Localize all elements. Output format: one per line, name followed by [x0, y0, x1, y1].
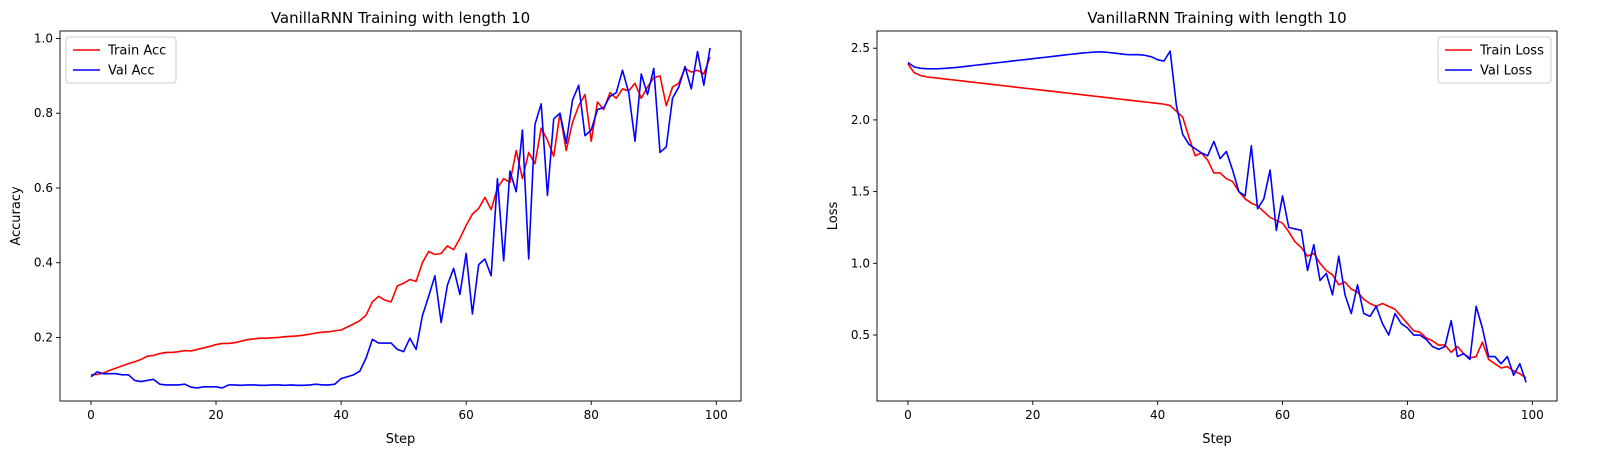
accuracy-y-tick-label: 0.2 — [34, 330, 53, 344]
accuracy-legend — [65, 36, 177, 84]
loss-y-tick-label: 0.5 — [851, 328, 870, 342]
loss-x-tick-label: 100 — [1521, 408, 1544, 422]
loss-series-line-train-loss — [907, 63, 1527, 379]
loss-chart: VanillaRNN Training with length 10 0 20 40 6… — [826, 9, 1558, 447]
loss-y-tick-label: 1.0 — [851, 256, 870, 270]
accuracy-x-tick-label: 40 — [333, 408, 348, 422]
accuracy-x-axis-label: Step — [386, 432, 416, 447]
loss-y-axis-label: Loss — [826, 202, 841, 231]
accuracy-chart-title: VanillaRNN Training with length 10 — [271, 9, 530, 27]
accuracy-y-tick-label: 0.6 — [34, 181, 53, 195]
accuracy-x-tick-label: 100 — [705, 408, 728, 422]
loss-x-axis-label: Step — [1202, 432, 1232, 447]
loss-series-line-val-loss — [907, 50, 1527, 383]
loss-plot-frame — [876, 30, 1558, 402]
accuracy-legend-label: Val Acc — [108, 64, 155, 79]
loss-x-tick-label: 20 — [1025, 408, 1040, 422]
accuracy-x-tick-label: 80 — [584, 408, 599, 422]
loss-x-tick-label: 40 — [1150, 408, 1165, 422]
accuracy-x-tick-label: 20 — [208, 408, 223, 422]
loss-y-tick-label: 2.0 — [851, 113, 870, 127]
loss-y-tick-label: 1.5 — [851, 185, 870, 199]
accuracy-series-line-train-acc — [90, 56, 711, 376]
loss-legend-label: Val Loss — [1480, 64, 1532, 79]
loss-legend-label: Train Loss — [1479, 44, 1544, 59]
accuracy-legend-label: Train Acc — [107, 44, 166, 59]
loss-legend — [1437, 36, 1552, 84]
accuracy-y-axis-label: Accuracy — [9, 186, 24, 246]
accuracy-x-tick-label: 0 — [87, 408, 95, 422]
accuracy-chart: VanillaRNN Training with length 10 0 20 40 6… — [9, 9, 742, 447]
loss-x-tick-label: 80 — [1400, 408, 1415, 422]
loss-x-tick-label: 0 — [904, 408, 912, 422]
accuracy-series-line-val-acc — [90, 47, 711, 389]
accuracy-x-tick-label: 60 — [459, 408, 474, 422]
loss-y-tick-label: 2.5 — [851, 41, 870, 55]
accuracy-y-tick-label: 1.0 — [34, 31, 53, 45]
accuracy-y-tick-label: 0.8 — [34, 106, 53, 120]
accuracy-plot-frame — [59, 30, 742, 402]
accuracy-y-tick-label: 0.4 — [34, 256, 53, 270]
loss-chart-title: VanillaRNN Training with length 10 — [1087, 9, 1346, 27]
loss-x-tick-label: 60 — [1275, 408, 1290, 422]
